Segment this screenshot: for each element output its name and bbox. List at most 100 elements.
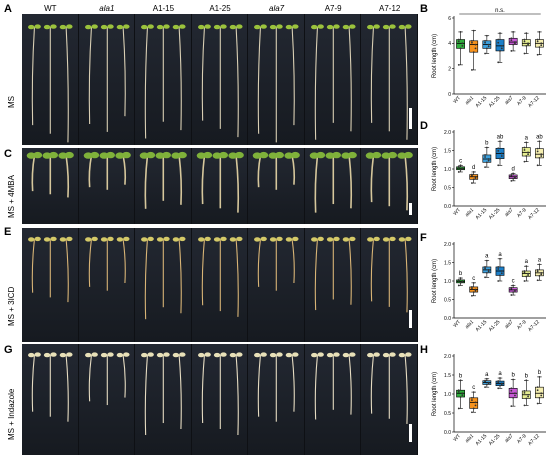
data-point	[472, 281, 475, 284]
data-point	[523, 391, 526, 394]
y-axis-label: Root length (cm)	[432, 372, 438, 416]
significance-letter: a	[525, 259, 529, 265]
seedling-cotyledon	[106, 352, 114, 357]
seedling-cotyledon	[234, 151, 244, 159]
seedling-root	[65, 155, 70, 198]
seedling-cotyledon	[105, 151, 115, 159]
x-tick-label: A7-12	[527, 319, 541, 333]
x-tick-label: A1-25	[488, 207, 502, 221]
seedling-cotyledon	[213, 352, 220, 358]
x-tick-label: A7-12	[527, 207, 541, 221]
seedling-cotyledon	[28, 237, 35, 242]
data-point	[484, 154, 486, 156]
scale-bar	[409, 423, 412, 442]
seedling-root	[291, 155, 296, 185]
x-tick-label: A7-9	[516, 207, 528, 219]
significance-letter: d	[511, 166, 514, 172]
data-point	[472, 29, 475, 32]
data-point	[471, 182, 473, 184]
seedling-cotyledon	[84, 237, 92, 242]
data-point	[499, 50, 501, 52]
seedling-cotyledon	[286, 237, 293, 242]
seedling-cotyledon	[229, 237, 236, 242]
seedling-cotyledon	[218, 151, 228, 159]
data-point	[525, 155, 528, 157]
data-point	[484, 52, 486, 55]
data-point	[474, 288, 477, 291]
data-point	[459, 31, 462, 33]
seedling-cotyledon	[270, 24, 277, 30]
data-point	[497, 266, 500, 268]
scale-bar	[409, 310, 412, 329]
panel-letter-f: F	[420, 232, 427, 244]
data-point	[512, 177, 515, 180]
seedling-photo	[191, 14, 249, 145]
data-point	[487, 270, 490, 273]
box-wt	[456, 39, 465, 49]
data-point	[536, 147, 539, 150]
seedling-photo	[361, 344, 418, 455]
seedling-cotyledon	[116, 352, 123, 358]
seedling-cotyledon	[276, 24, 283, 29]
seedling-cotyledon	[122, 236, 130, 242]
seedling-cotyledon	[342, 24, 349, 30]
photo-strip-3icd	[22, 228, 418, 342]
seedling-photo	[78, 148, 136, 224]
data-point	[525, 141, 528, 144]
data-point	[487, 159, 490, 162]
seedling-cotyledon	[383, 237, 390, 242]
data-point	[536, 270, 539, 273]
data-point	[527, 151, 529, 154]
column-header-ala7: ala7	[269, 4, 285, 13]
panel-letter-d: D	[420, 120, 428, 132]
x-tick-label: ala7	[504, 95, 515, 106]
seedling-cotyledon	[342, 237, 349, 242]
data-point	[510, 179, 513, 182]
seedling-cotyledon	[172, 352, 180, 358]
seedling-cotyledon	[348, 352, 356, 357]
seedling-drawing	[84, 24, 130, 132]
y-tick-label: 0.5	[444, 297, 451, 303]
seedling-cotyledon	[91, 352, 98, 357]
data-point	[499, 140, 501, 143]
data-point	[536, 386, 539, 389]
seedling-root	[31, 27, 35, 126]
data-point	[499, 32, 501, 35]
seedling-root	[201, 239, 205, 306]
seedling-cotyledon	[48, 151, 58, 159]
seedling-drawing	[196, 151, 244, 213]
seedling-photo	[135, 344, 192, 455]
data-point	[485, 161, 488, 164]
data-point	[512, 172, 515, 175]
row-label-ms: MS	[7, 96, 16, 108]
data-point	[499, 257, 501, 260]
seedling-cotyledon	[219, 236, 227, 242]
data-point	[461, 44, 464, 47]
seedling-photo	[248, 228, 305, 342]
seedling-cotyledon	[43, 237, 51, 242]
data-point	[487, 45, 490, 48]
seedling-drawing	[28, 236, 73, 303]
seedling-cotyledon	[389, 24, 397, 29]
data-point	[461, 394, 464, 397]
seedling-cotyledon	[229, 352, 236, 358]
data-point	[471, 39, 473, 42]
data-point	[484, 386, 486, 389]
data-point	[540, 42, 543, 45]
box-a1-25	[495, 39, 505, 52]
seedling-cotyledon	[286, 352, 293, 358]
seedling-root	[291, 355, 296, 412]
seedling-root	[144, 355, 149, 436]
seedling-cotyledon	[147, 236, 154, 242]
seedling-root	[291, 239, 296, 284]
seedling-cotyledon	[367, 352, 374, 358]
photo-strip-ms	[22, 14, 418, 145]
seedling-drawing	[197, 24, 243, 138]
seedling-drawing	[141, 352, 186, 436]
y-tick-label: 0.0	[444, 204, 451, 210]
seedling-cotyledon	[275, 151, 285, 159]
seedling-root	[258, 355, 262, 417]
data-point	[500, 44, 503, 47]
seedling-cotyledon	[91, 24, 98, 29]
seedling-cotyledon	[177, 151, 187, 159]
